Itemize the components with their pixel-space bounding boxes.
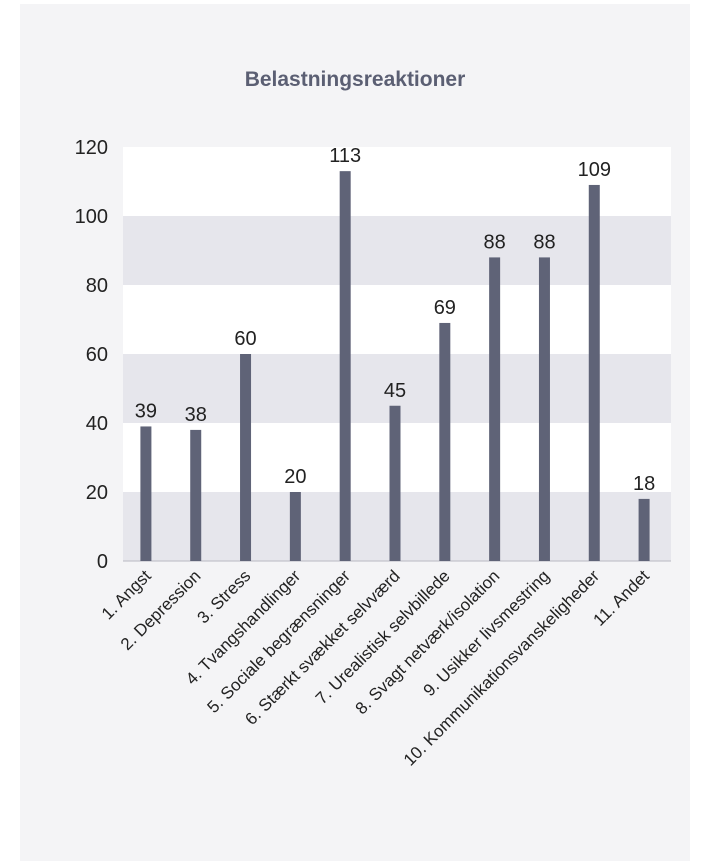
chart-title: Belastningsreaktioner (244, 68, 466, 91)
data-label: 18 (633, 473, 655, 495)
grid-band (123, 216, 671, 285)
chart-card: Belastningsreaktioner 0 20 40 60 80 100 120 39 1… (20, 4, 690, 861)
bar (240, 354, 252, 561)
y-tick-label: 80 (86, 275, 108, 297)
data-label: 109 (578, 159, 611, 181)
data-label: 88 (533, 231, 555, 253)
data-label: 39 (135, 400, 157, 422)
bar (190, 429, 202, 561)
y-tick-label: 100 (75, 206, 108, 228)
y-tick-label: 20 (86, 482, 108, 504)
bar (439, 322, 451, 561)
bar (389, 405, 401, 561)
data-label: 69 (434, 297, 456, 319)
data-label: 113 (329, 145, 361, 167)
x-tick-label: 11. Andet (590, 566, 654, 630)
bar (638, 498, 650, 561)
data-label: 20 (284, 466, 306, 488)
data-label: 60 (234, 328, 256, 350)
y-tick-label: 0 (97, 551, 108, 573)
bar (588, 184, 600, 561)
data-label: 88 (484, 231, 506, 253)
grid-band (123, 285, 671, 354)
bar (140, 426, 152, 561)
y-tick-label: 120 (75, 137, 108, 159)
bar (339, 171, 351, 561)
grid-band (123, 147, 671, 216)
bar (538, 257, 550, 561)
data-label: 45 (384, 380, 406, 402)
y-tick-label: 40 (86, 413, 108, 435)
bar (289, 492, 301, 561)
data-label: 38 (185, 404, 207, 426)
bar (489, 257, 501, 561)
y-tick-label: 60 (86, 344, 108, 366)
